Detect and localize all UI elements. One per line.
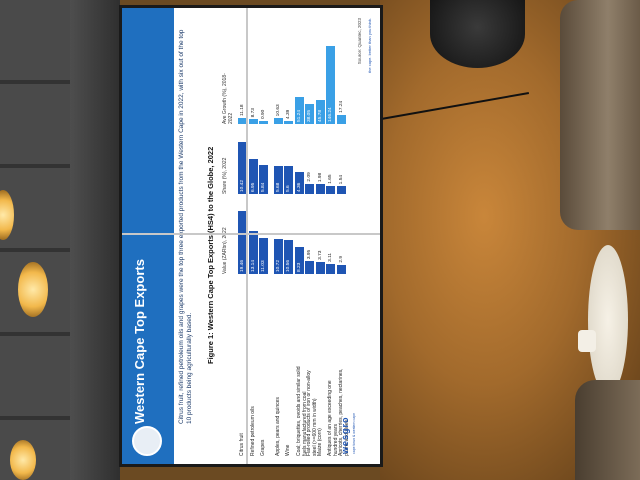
share-bar-label: 1.65	[328, 174, 333, 184]
row-label: Citrus fruit	[239, 433, 245, 456]
share-bar	[305, 183, 314, 194]
figure-title: Figure 1: Western Cape Top Exports (HS4)…	[206, 146, 215, 364]
sofa	[560, 0, 640, 230]
row-label: Apples, pears and quinces	[274, 397, 281, 456]
slide: Western Cape Top Exports Citrus fruit, r…	[122, 8, 380, 464]
badge-icon	[132, 426, 162, 456]
value-bar-label: 8.23	[296, 262, 302, 272]
lamp-light	[0, 190, 14, 240]
value-bar-label: 3.11	[328, 252, 333, 262]
value-bar	[326, 263, 335, 274]
growth-bar-label: 10.63	[275, 104, 281, 117]
slide-subtitle: Citrus fruit, refined petroleum oils and…	[178, 29, 193, 424]
growth-bar-label: 51.24	[296, 109, 302, 122]
value-bar-label: 10.56	[286, 259, 291, 272]
row-label: Grapes	[260, 439, 266, 456]
value-bar-label: 13.14	[250, 259, 256, 272]
value-bar-label: 11.03	[261, 260, 266, 272]
speaker	[430, 0, 525, 68]
value-bar	[315, 261, 325, 274]
tv-screen: Western Cape Top Exports Citrus fruit, r…	[122, 8, 380, 464]
share-bar-label: 1.54	[338, 174, 344, 185]
screen-seam	[246, 8, 248, 464]
value-bar	[336, 264, 346, 274]
logo-subtitle: cape town & western cape	[352, 412, 356, 454]
slide-header: Western Cape Top Exports	[122, 8, 174, 464]
row-label: Wine	[285, 444, 291, 456]
share-bar-label: 1.98	[317, 172, 323, 183]
cup	[578, 330, 596, 352]
share-bar	[326, 185, 335, 194]
tagline: the cape. better than you think.	[367, 18, 372, 73]
col-header-growth: Ave Growth (%), 2018-2022	[222, 73, 234, 124]
screen-seam	[122, 233, 380, 235]
value-bar-label: 10.72	[275, 259, 281, 272]
growth-bar	[248, 119, 258, 124]
growth-bar-label: 8.73	[250, 108, 256, 118]
armchair	[575, 380, 640, 480]
growth-bar	[284, 121, 293, 124]
slide-title: Western Cape Top Exports	[132, 259, 147, 424]
row-label: Maize (corn)	[316, 428, 323, 456]
growth-bar-label: 45.78	[317, 109, 323, 122]
growth-bar	[273, 118, 283, 124]
value-bar-label: 2.9	[338, 255, 344, 263]
col-header-share: Share (%), 2022	[222, 157, 228, 194]
growth-bar-label: 17.24	[338, 100, 344, 113]
share-bar	[315, 184, 325, 194]
share-bar-label: 2.09	[307, 172, 312, 182]
value-bar	[305, 261, 314, 274]
col-header-value: Value (ZARbn), 2022	[222, 227, 228, 274]
growth-bar-label: 38.05	[307, 109, 312, 122]
side-table	[588, 245, 628, 395]
share-bar-label: 5.68	[275, 182, 281, 192]
share-bar-label: 6.95	[250, 182, 256, 192]
value-bar-label: 3.95	[307, 249, 312, 260]
wesgro-logo: wesgro	[340, 416, 350, 454]
window-frame	[0, 0, 70, 480]
lamp-light	[10, 440, 36, 480]
value-bar-label: 3.73	[317, 250, 323, 260]
row-label: Refined petroleum oils	[249, 406, 256, 456]
source-note: Source: Quantec, 2023	[357, 18, 362, 65]
growth-bar-label: 146.24	[328, 107, 333, 122]
growth-bar	[259, 121, 268, 124]
share-bar-label: 4.36	[296, 182, 302, 192]
share-bar	[336, 186, 346, 194]
share-bar-label: 5.6	[286, 185, 291, 192]
growth-bar-label: 0.90	[261, 109, 266, 119]
lamp-light	[18, 262, 48, 317]
share-bar-label: 5.84	[261, 182, 266, 192]
growth-bar	[336, 114, 346, 124]
growth-bar-label: 4.39	[286, 109, 291, 119]
